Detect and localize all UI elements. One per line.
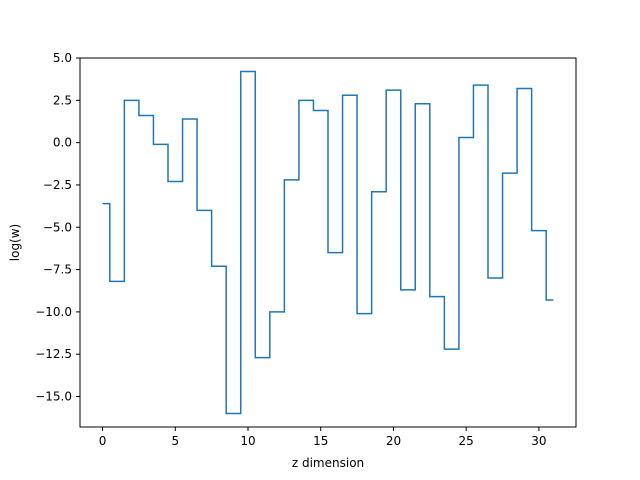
x-tick-label: 5 — [171, 434, 179, 448]
y-tick-label: 2.5 — [53, 93, 72, 107]
y-tick-label: 0.0 — [53, 136, 72, 150]
plot-area — [102, 70, 554, 415]
y-axis-ticks: 5.0 2.5 0.0 −2.5 −5.0 −7.5 −10.0 −12.5 −15.0 — [35, 51, 80, 404]
x-tick-label: 25 — [459, 434, 474, 448]
y-tick-label: −15.0 — [35, 390, 72, 404]
y-tick-label: −10.0 — [35, 305, 72, 319]
x-tick-label: 20 — [386, 434, 401, 448]
x-axis-label: z dimension — [292, 456, 364, 470]
y-tick-label: 5.0 — [53, 51, 72, 65]
series-step-line — [102, 70, 554, 415]
y-tick-label: −7.5 — [43, 263, 72, 277]
axes-frame — [79, 57, 577, 428]
y-tick-label: −12.5 — [35, 347, 72, 361]
y-tick-label: −5.0 — [43, 220, 72, 234]
y-tick-label: −2.5 — [43, 178, 72, 192]
x-tick-label: 15 — [313, 434, 328, 448]
y-axis-label: log(w) — [8, 224, 22, 261]
x-tick-label: 0 — [99, 434, 107, 448]
x-axis-ticks: 0 5 10 15 20 25 30 — [99, 427, 547, 448]
x-tick-label: 10 — [240, 434, 255, 448]
x-tick-label: 30 — [531, 434, 546, 448]
